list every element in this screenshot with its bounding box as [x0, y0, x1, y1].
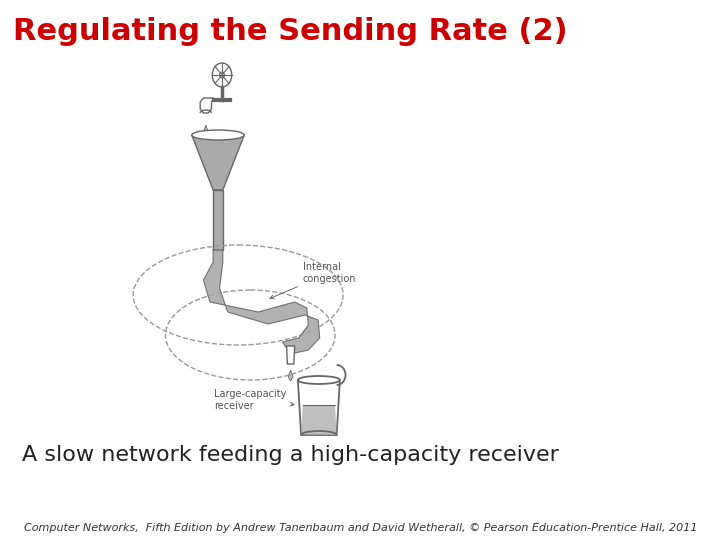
Text: Computer Networks,  Fifth Edition by Andrew Tanenbaum and David Wetherall, © Pea: Computer Networks, Fifth Edition by Andr…	[24, 523, 698, 533]
Ellipse shape	[298, 376, 340, 384]
Polygon shape	[204, 125, 208, 136]
Polygon shape	[192, 135, 244, 190]
Polygon shape	[204, 250, 320, 354]
Polygon shape	[213, 190, 222, 250]
Polygon shape	[301, 405, 337, 435]
Polygon shape	[288, 370, 293, 381]
Text: Large-capacity
receiver: Large-capacity receiver	[214, 389, 294, 411]
Polygon shape	[298, 380, 340, 435]
Text: Internal
congestion: Internal congestion	[270, 262, 356, 299]
Text: Regulating the Sending Rate (2): Regulating the Sending Rate (2)	[13, 17, 568, 46]
Circle shape	[220, 72, 225, 78]
Text: A slow network feeding a high-capacity receiver: A slow network feeding a high-capacity r…	[22, 445, 559, 465]
Polygon shape	[287, 346, 294, 364]
Ellipse shape	[192, 130, 244, 140]
Polygon shape	[200, 98, 214, 113]
